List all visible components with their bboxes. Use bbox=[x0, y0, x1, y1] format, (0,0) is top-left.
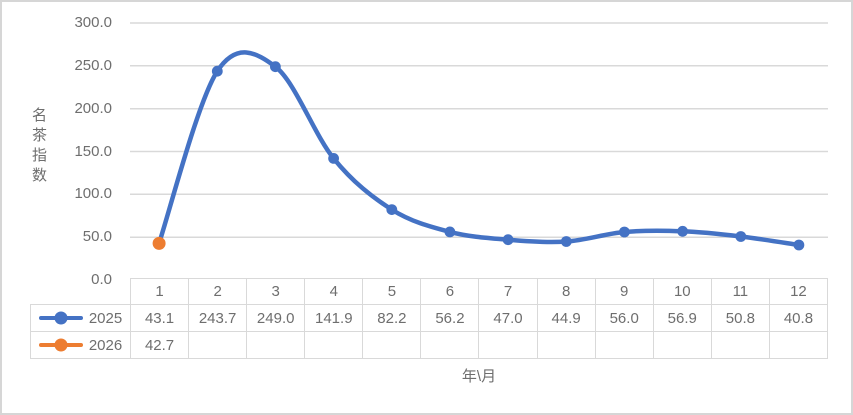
y-axis-title: 名茶指数 bbox=[30, 107, 47, 187]
data-point-marker-2025 bbox=[270, 61, 281, 73]
month-header-cell: 7 bbox=[478, 278, 537, 304]
month-header-cell: 9 bbox=[594, 278, 653, 304]
value-cell: 50.8 bbox=[710, 304, 769, 331]
y-tick-label: 50.0 bbox=[82, 228, 112, 246]
y-tick-label: 150.0 bbox=[74, 142, 112, 160]
month-header-cell: 12 bbox=[768, 278, 827, 304]
value-cell bbox=[594, 331, 653, 358]
month-header-cell: 10 bbox=[652, 278, 711, 304]
data-point-marker-2025 bbox=[386, 204, 398, 216]
value-cell: 43.1 bbox=[130, 304, 189, 331]
series-key-line bbox=[38, 338, 83, 352]
legend-cell-2026: 2026 bbox=[30, 331, 130, 358]
data-point-marker-2025 bbox=[560, 236, 572, 247]
data-point-marker-2026 bbox=[152, 236, 166, 250]
data-point-marker-2025 bbox=[444, 226, 456, 238]
month-header-cell: 8 bbox=[536, 278, 595, 304]
series-key-dot bbox=[54, 311, 68, 325]
y-tick-label: 200.0 bbox=[74, 99, 112, 117]
value-cell: 141.9 bbox=[304, 304, 363, 331]
data-point-marker-2025 bbox=[677, 225, 688, 237]
value-cell: 243.7 bbox=[188, 304, 247, 331]
series-line-2025 bbox=[156, 50, 802, 248]
value-cell bbox=[188, 331, 247, 358]
value-cell: 56.2 bbox=[420, 304, 479, 331]
value-cell bbox=[304, 331, 363, 358]
value-cell bbox=[710, 331, 769, 358]
data-point-marker-2025 bbox=[211, 65, 223, 77]
series-key-line bbox=[38, 311, 83, 325]
month-header-cell: 5 bbox=[362, 278, 421, 304]
value-cell: 56.9 bbox=[652, 304, 711, 331]
value-cell: 42.7 bbox=[130, 331, 189, 358]
series-key-dot bbox=[54, 338, 68, 352]
month-header-cell: 4 bbox=[304, 278, 363, 304]
value-cell bbox=[420, 331, 479, 358]
table-corner-cell bbox=[30, 278, 130, 304]
month-header-cell: 1 bbox=[130, 278, 189, 304]
value-cell: 44.9 bbox=[536, 304, 595, 331]
y-tick-label: 0.0 bbox=[91, 271, 112, 288]
legend-cell-2025: 2025 bbox=[30, 304, 130, 331]
data-point-marker-2025 bbox=[793, 239, 805, 251]
data-point-marker-2025 bbox=[153, 237, 165, 249]
y-tick-label: 300.0 bbox=[74, 14, 112, 31]
value-cell bbox=[478, 331, 537, 358]
month-header-cell: 2 bbox=[188, 278, 247, 304]
value-cell: 82.2 bbox=[362, 304, 421, 331]
value-cell: 56.0 bbox=[594, 304, 653, 331]
value-cell bbox=[362, 331, 421, 358]
value-cell bbox=[536, 331, 595, 358]
y-tick-label: 100.0 bbox=[74, 185, 112, 203]
data-point-marker-2025 bbox=[619, 226, 630, 238]
x-axis-title: 年\月 bbox=[461, 368, 497, 385]
data-point-marker-2025 bbox=[328, 153, 339, 164]
value-cell: 47.0 bbox=[478, 304, 537, 331]
month-header-cell: 3 bbox=[246, 278, 305, 304]
value-cell: 249.0 bbox=[246, 304, 305, 331]
month-header-cell: 6 bbox=[420, 278, 479, 304]
value-cell bbox=[246, 331, 305, 358]
data-point-marker-2025 bbox=[502, 234, 514, 246]
data-point-marker-2025 bbox=[735, 231, 747, 242]
month-header-cell: 11 bbox=[710, 278, 769, 304]
series-name: 2025 bbox=[88, 309, 123, 327]
value-cell bbox=[768, 331, 827, 358]
value-cell bbox=[652, 331, 711, 358]
series-name: 2026 bbox=[88, 336, 123, 354]
data-table: 1 2 3 4 5 6 7 8 9 10 11 12 2025 43.1 243.7 249.0 141.9 82… bbox=[30, 278, 828, 359]
y-tick-label: 250.0 bbox=[74, 56, 112, 74]
value-cell: 40.8 bbox=[768, 304, 827, 331]
